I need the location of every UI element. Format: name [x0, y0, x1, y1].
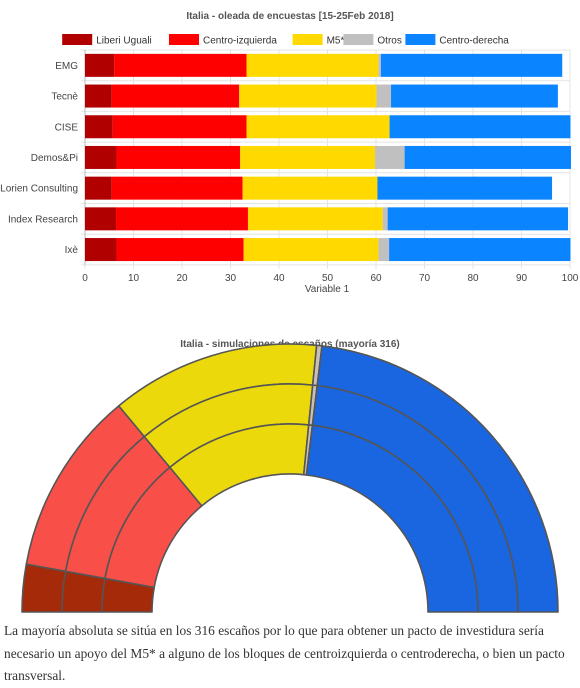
bar-lorien-consulting-centro-izquierda: [111, 176, 243, 200]
bar-index-research-centro-derecha: [387, 207, 569, 231]
legend-swatch-liberi-uguali: [62, 34, 93, 45]
bar-emg-centro-izquierda: [114, 53, 247, 77]
x-tick-label: 60: [370, 273, 382, 284]
bar-demos-pi-m5: [240, 145, 376, 169]
bar-cise-centro-derecha: [389, 115, 571, 139]
seat-slice-centro-derecha-ring-3: [305, 424, 479, 613]
seat-simulation-chart: Italia - simulaciones de escaños (mayorí…: [21, 339, 559, 613]
category-label-tecn: Tecnè: [51, 92, 78, 103]
poll-stacked-bar-chart: Italia - oleada de encuestas [15-25Feb 2…: [0, 11, 579, 295]
bar-index-research-centro-izquierda: [116, 207, 248, 231]
seat-chart-slices: [21, 343, 559, 613]
bar-chart-legend: Liberi Uguali Centro-izquierda M5* Otros Cen…: [62, 34, 509, 47]
bar-ix-centro-derecha: [389, 238, 571, 262]
bar-demos-pi-centro-izquierda: [116, 145, 241, 169]
legend-swatch-otros: [343, 34, 374, 45]
bar-tecn-centro-izquierda: [111, 84, 240, 108]
bar-demos-pi-otros: [375, 145, 405, 169]
bar-emg-otros: [378, 53, 381, 77]
bar-emg-centro-derecha: [380, 53, 563, 77]
bar-index-research-liberi-uguali: [85, 207, 117, 231]
bar-lorien-consulting-m5: [242, 176, 378, 200]
x-tick-label: 70: [419, 273, 431, 284]
x-tick-label: 100: [562, 273, 579, 284]
x-tick-label: 90: [516, 273, 528, 284]
bar-chart-tick-labels: 0 10 20 30 40 50 60 70 80 90 100: [82, 273, 579, 284]
legend-label-liberi-uguali: Liberi Uguali: [96, 36, 152, 47]
bar-cise-centro-izquierda: [112, 115, 247, 139]
bar-emg-liberi-uguali: [85, 53, 115, 77]
legend-label-centro-derecha: Centro-derecha: [439, 36, 509, 47]
legend-swatch-centro-derecha: [405, 34, 436, 45]
x-tick-label: 10: [128, 273, 140, 284]
bar-cise-liberi-uguali: [85, 115, 113, 139]
x-tick-label: 30: [225, 273, 237, 284]
bar-tecn-centro-derecha: [391, 84, 558, 108]
bar-ix-centro-izquierda: [116, 238, 244, 262]
bar-chart-category-labels: EMG Tecnè CISE Demos&Pi Lorien Consulting Ind…: [0, 61, 78, 256]
bar-index-research-otros: [382, 207, 388, 231]
legend-label-otros: Otros: [377, 36, 401, 47]
legend-swatch-centro-izquierda: [169, 34, 199, 45]
x-tick-label: 40: [273, 273, 285, 284]
bar-lorien-consulting-centro-derecha: [377, 176, 553, 200]
category-label-emg: EMG: [55, 61, 78, 72]
bar-ix-liberi-uguali: [85, 238, 117, 262]
x-tick-label: 50: [322, 273, 334, 284]
bar-tecn-m5: [239, 84, 377, 108]
x-tick-label: 80: [467, 273, 479, 284]
bar-chart-x-axis-label: Variable 1: [305, 284, 350, 295]
bar-index-research-m5: [247, 207, 383, 231]
bar-tecn-liberi-uguali: [85, 84, 112, 108]
legend-label-m5: M5*: [327, 36, 345, 47]
bar-lorien-consulting-liberi-uguali: [85, 176, 112, 200]
category-label-index-research: Index Research: [8, 214, 78, 225]
bar-emg-m5: [246, 53, 379, 77]
caption-paragraph: La mayoría absoluta se sitúa en los 316 …: [4, 623, 565, 683]
bar-ix-otros: [378, 238, 390, 262]
bar-demos-pi-centro-derecha: [404, 145, 571, 169]
bar-cise-m5: [246, 115, 390, 139]
x-tick-label: 0: [82, 273, 88, 284]
category-label-demos-pi: Demos&Pi: [31, 153, 78, 164]
bar-chart-bars: [85, 53, 571, 262]
category-label-cise: CISE: [55, 122, 79, 133]
x-tick-label: 20: [176, 273, 188, 284]
bar-tecn-otros: [376, 84, 392, 108]
seat-slice-liberi-uguali-ring-1: [21, 563, 67, 613]
legend-label-centro-izquierda: Centro-izquierda: [203, 36, 277, 47]
bar-ix-m5: [243, 238, 379, 262]
legend-swatch-m5: [292, 34, 323, 45]
bar-chart-title: Italia - oleada de encuestas [15-25Feb 2…: [186, 11, 393, 22]
category-label-ix: Ixè: [65, 245, 79, 256]
bar-demos-pi-liberi-uguali: [85, 145, 117, 169]
category-label-lorien-consulting: Lorien Consulting: [0, 184, 78, 195]
